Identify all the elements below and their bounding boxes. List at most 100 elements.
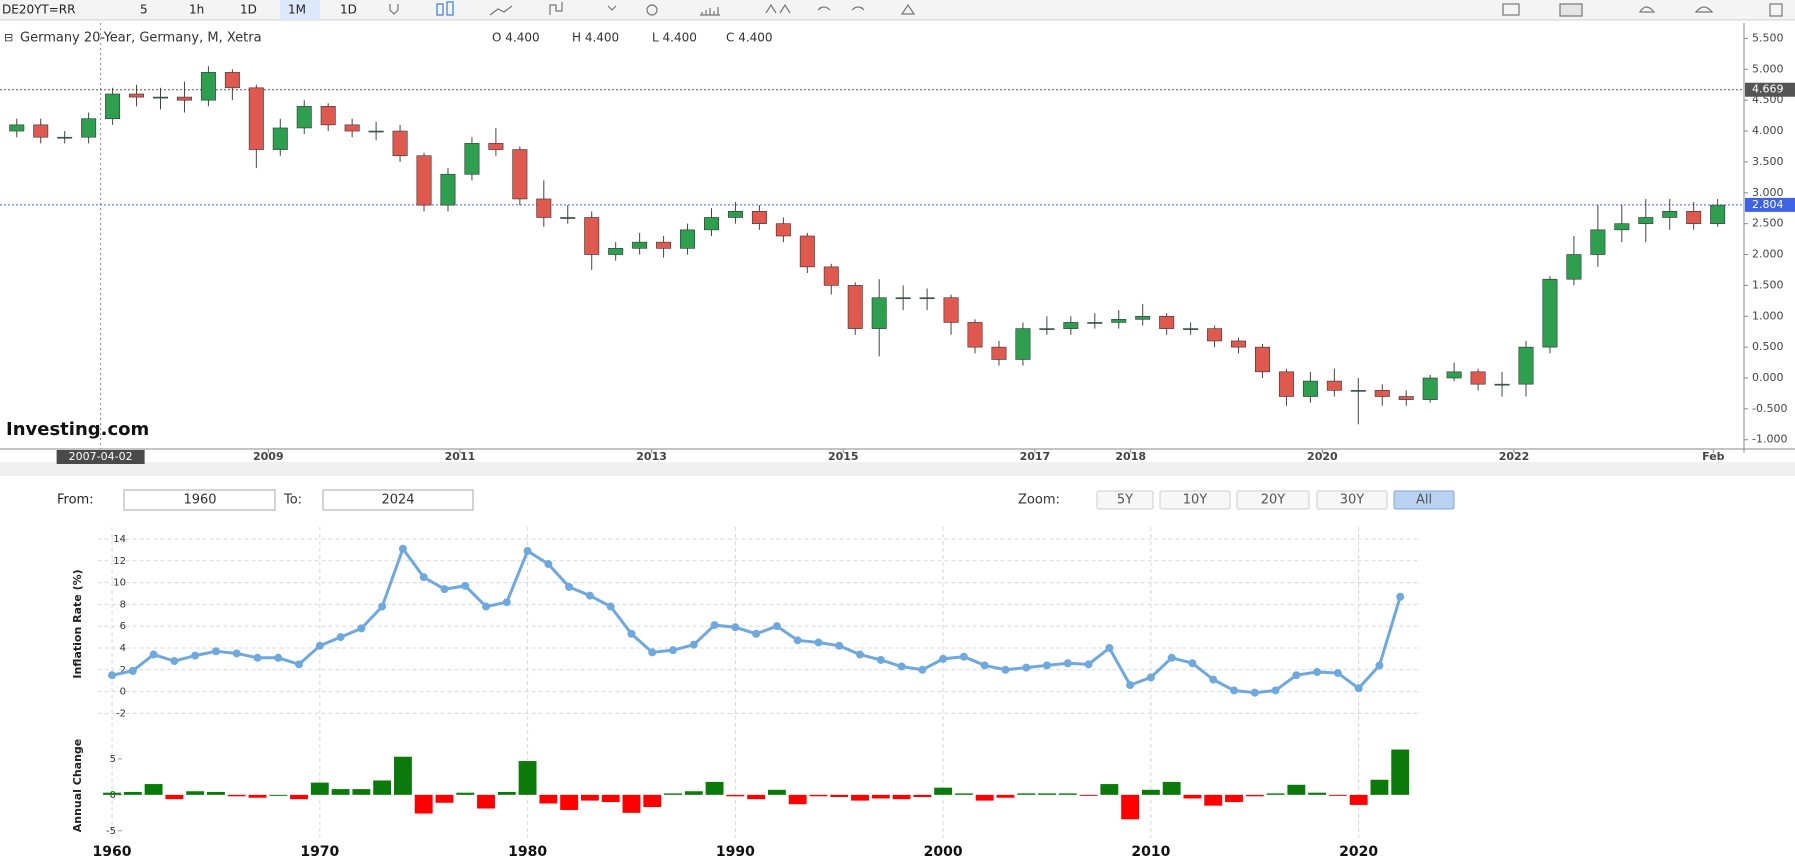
icon-redo[interactable]: [851, 6, 865, 11]
change-bar: [290, 794, 308, 800]
price-label: 2.804: [1752, 198, 1784, 211]
icon-menu[interactable]: [607, 5, 617, 11]
zoom-button[interactable]: [1316, 490, 1388, 510]
icon-settings[interactable]: [646, 4, 658, 16]
x-tick-label: 2013: [636, 450, 667, 463]
y-tick-label: 8: [120, 599, 126, 610]
x-tick-label: 2020: [1339, 844, 1378, 860]
change-bar: [497, 791, 516, 795]
candle-body: [560, 217, 576, 219]
zoom-button[interactable]: [1096, 490, 1154, 510]
inflation-point: [1043, 661, 1052, 670]
change-bar: [1183, 794, 1202, 799]
inflation-point: [1354, 684, 1363, 693]
icon-bars[interactable]: [549, 2, 563, 15]
change-bar: [103, 792, 121, 795]
change-bar: [1287, 784, 1306, 795]
watermark: Investing.com: [6, 419, 149, 440]
icon-template[interactable]: [1559, 3, 1583, 17]
candle-body: [1566, 254, 1582, 280]
inflation-point: [648, 648, 657, 657]
y-axis-title: Annual Change: [71, 739, 84, 833]
inflation-point: [398, 544, 407, 553]
x-tick-label: 1980: [508, 844, 547, 860]
icon-line[interactable]: [489, 5, 513, 16]
y-tick-label: -0.500: [1752, 402, 1787, 415]
candle-body: [1638, 217, 1654, 224]
icon-compare[interactable]: [765, 3, 791, 14]
change-bar: [186, 791, 205, 795]
candle-body: [1159, 315, 1175, 329]
icon-camera[interactable]: [1502, 3, 1520, 16]
zoom-button-label: 10Y: [1183, 493, 1208, 508]
icon-fullscreen[interactable]: [1769, 3, 1783, 17]
candle-body: [488, 143, 504, 150]
candle-body: [991, 346, 1007, 360]
symbol: DE20YT=RR: [2, 3, 75, 17]
candle-body: [1087, 322, 1103, 324]
inflation-point: [1230, 686, 1239, 695]
candle-body: [775, 223, 791, 237]
change-bar: [456, 792, 475, 795]
candle-body: [1398, 396, 1414, 400]
interval-button[interactable]: 1D: [340, 3, 357, 17]
x-tick-label: 1960: [93, 844, 132, 860]
icon-alert[interactable]: [900, 3, 916, 15]
change-bar: [1308, 792, 1327, 795]
change-bar: [1079, 794, 1098, 796]
interval-button[interactable]: 1M: [288, 3, 306, 17]
y-tick-label: 0: [110, 790, 116, 801]
x-tick-label: 2020: [1307, 450, 1338, 463]
change-bar: [310, 782, 329, 795]
collapse-icon[interactable]: ⊟: [4, 31, 13, 44]
inflation-point: [1063, 659, 1072, 668]
candle-body: [9, 124, 25, 132]
change-bar: [269, 794, 288, 796]
from-input[interactable]: [123, 489, 276, 511]
change-bar: [144, 784, 163, 795]
icon-dropdown[interactable]: [389, 4, 399, 15]
zoom-button[interactable]: [1159, 490, 1231, 510]
inflation-point: [378, 602, 387, 611]
interval-button[interactable]: 5: [140, 3, 148, 17]
inflation-point: [1271, 686, 1280, 695]
change-bar: [435, 794, 454, 803]
candle-body: [943, 297, 959, 323]
candle-body: [464, 143, 480, 175]
change-bar: [747, 794, 766, 800]
change-bar: [1121, 794, 1140, 820]
candle-body: [176, 96, 192, 101]
candle-body: [1278, 371, 1294, 397]
interval-button[interactable]: 1D: [240, 3, 257, 17]
icon-cloud-down[interactable]: [1638, 6, 1656, 13]
candle-body: [129, 93, 145, 98]
inflation-point: [627, 629, 636, 638]
inflation-point: [959, 652, 968, 661]
inflation-point: [108, 671, 117, 680]
zoom-button[interactable]: [1236, 490, 1310, 510]
change-bar: [975, 794, 994, 801]
change-bar: [331, 789, 350, 795]
y-tick-label: 3.000: [1752, 186, 1784, 199]
inflation-point: [232, 649, 241, 658]
icon-cloud-up[interactable]: [1694, 6, 1714, 13]
change-bar: [206, 791, 225, 795]
change-bar: [643, 794, 662, 808]
inflation-point: [461, 581, 470, 590]
to-input[interactable]: [322, 489, 474, 511]
change-bar: [373, 780, 392, 795]
candle-body: [799, 235, 815, 268]
icon-indicators[interactable]: [700, 7, 720, 16]
x-tick-label: 2022: [1499, 450, 1530, 463]
change-bar: [1328, 794, 1347, 796]
icon-candles[interactable]: [436, 3, 444, 16]
change-bar: [622, 794, 641, 813]
crosshair-label-bg: [56, 450, 145, 464]
icon-undo[interactable]: [817, 6, 831, 11]
zoom-button[interactable]: [1393, 490, 1455, 510]
inflation-point: [336, 633, 345, 642]
candle-body: [1686, 211, 1702, 224]
interval-button[interactable]: 1h: [189, 3, 204, 17]
